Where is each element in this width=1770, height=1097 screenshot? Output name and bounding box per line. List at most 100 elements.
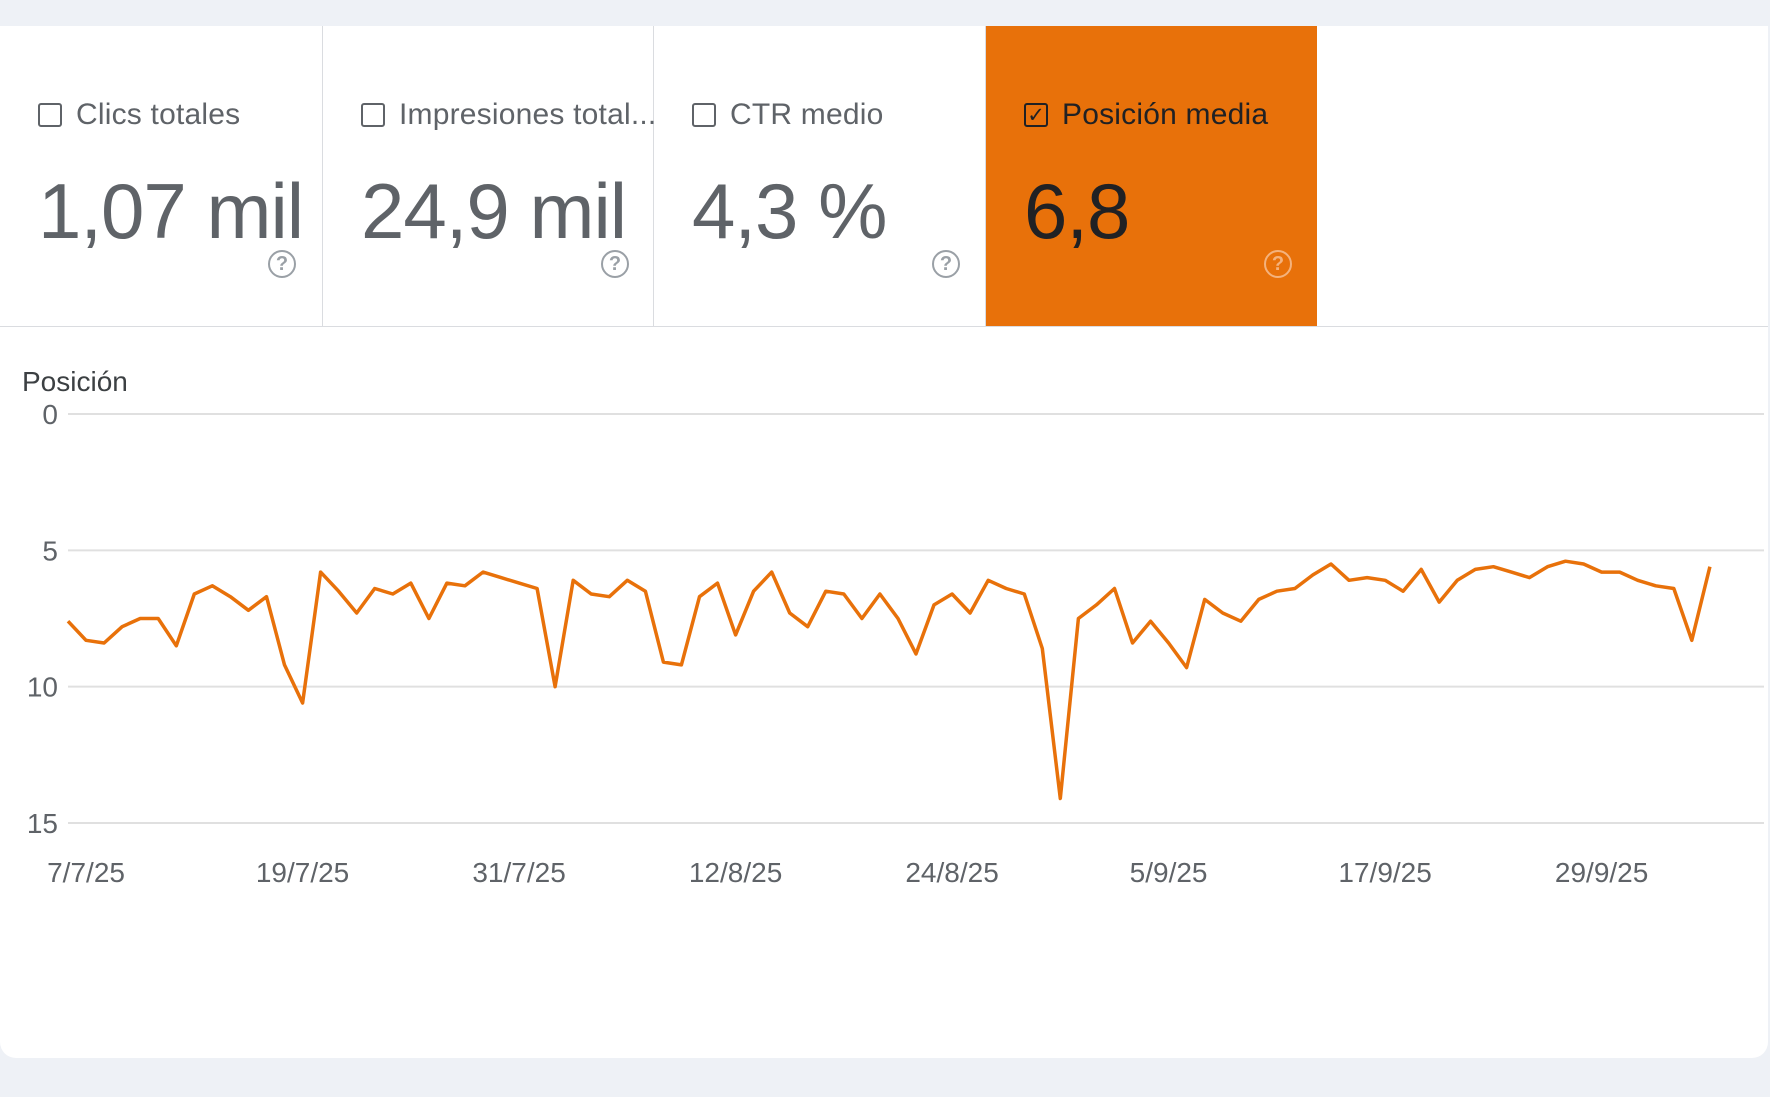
data-point[interactable] bbox=[227, 594, 233, 600]
data-point[interactable] bbox=[119, 624, 125, 630]
data-point[interactable] bbox=[931, 602, 937, 608]
data-point[interactable] bbox=[751, 588, 757, 594]
data-point[interactable] bbox=[354, 610, 360, 616]
data-point[interactable] bbox=[1003, 586, 1009, 592]
data-point[interactable] bbox=[1581, 561, 1587, 567]
data-point[interactable] bbox=[1454, 577, 1460, 583]
metric-ctr[interactable]: CTR medio 4,3 % ? bbox=[654, 26, 986, 326]
data-point[interactable] bbox=[1671, 586, 1677, 592]
data-point[interactable] bbox=[1021, 591, 1027, 597]
data-point[interactable] bbox=[1364, 575, 1370, 581]
data-point[interactable] bbox=[1039, 645, 1045, 651]
checkbox-ctr[interactable] bbox=[692, 103, 716, 127]
data-point[interactable] bbox=[191, 591, 197, 597]
data-point[interactable] bbox=[1689, 637, 1695, 643]
data-point[interactable] bbox=[1526, 575, 1532, 581]
data-point[interactable] bbox=[1472, 566, 1478, 572]
data-point[interactable] bbox=[1256, 596, 1262, 602]
data-point[interactable] bbox=[787, 610, 793, 616]
data-point[interactable] bbox=[769, 569, 775, 575]
data-point[interactable] bbox=[1490, 564, 1496, 570]
data-point[interactable] bbox=[1346, 577, 1352, 583]
help-icon[interactable]: ? bbox=[601, 250, 629, 278]
help-icon[interactable]: ? bbox=[932, 250, 960, 278]
data-point[interactable] bbox=[1220, 610, 1226, 616]
data-point[interactable] bbox=[516, 580, 522, 586]
data-point[interactable] bbox=[877, 591, 883, 597]
data-point[interactable] bbox=[318, 569, 324, 575]
data-point[interactable] bbox=[1130, 640, 1136, 646]
metric-impressions[interactable]: Impresiones total... 24,9 mil ? bbox=[323, 26, 656, 326]
data-point[interactable] bbox=[1310, 572, 1316, 578]
data-point[interactable] bbox=[480, 569, 486, 575]
data-point[interactable] bbox=[805, 624, 811, 630]
metric-position[interactable]: ✓ Posición media 6,8 ? bbox=[986, 26, 1317, 326]
data-point[interactable] bbox=[1436, 599, 1442, 605]
data-point[interactable] bbox=[263, 594, 269, 600]
data-point[interactable] bbox=[1093, 602, 1099, 608]
data-point[interactable] bbox=[1418, 566, 1424, 572]
data-point[interactable] bbox=[1653, 583, 1659, 589]
data-point[interactable] bbox=[1508, 569, 1514, 575]
data-point[interactable] bbox=[462, 583, 468, 589]
data-point[interactable] bbox=[1184, 665, 1190, 671]
data-point[interactable] bbox=[534, 586, 540, 592]
data-point[interactable] bbox=[1292, 586, 1298, 592]
data-point[interactable] bbox=[444, 580, 450, 586]
data-point[interactable] bbox=[498, 575, 504, 581]
data-point[interactable] bbox=[336, 588, 342, 594]
data-point[interactable] bbox=[282, 662, 288, 668]
checkbox-position[interactable]: ✓ bbox=[1024, 103, 1048, 127]
data-point[interactable] bbox=[823, 588, 829, 594]
help-icon[interactable]: ? bbox=[268, 250, 296, 278]
data-point[interactable] bbox=[913, 651, 919, 657]
data-point[interactable] bbox=[65, 618, 71, 624]
data-point[interactable] bbox=[1202, 596, 1208, 602]
data-point[interactable] bbox=[715, 580, 721, 586]
data-point[interactable] bbox=[1328, 561, 1334, 567]
data-point[interactable] bbox=[1382, 577, 1388, 583]
data-point[interactable] bbox=[678, 662, 684, 668]
help-icon[interactable]: ? bbox=[1264, 250, 1292, 278]
data-point[interactable] bbox=[570, 577, 576, 583]
data-point[interactable] bbox=[372, 586, 378, 592]
checkbox-impressions[interactable] bbox=[361, 103, 385, 127]
data-point[interactable] bbox=[1707, 564, 1713, 570]
data-point[interactable] bbox=[1238, 618, 1244, 624]
data-point[interactable] bbox=[173, 643, 179, 649]
data-point[interactable] bbox=[1111, 586, 1117, 592]
data-point[interactable] bbox=[1148, 618, 1154, 624]
data-point[interactable] bbox=[245, 607, 251, 613]
data-point[interactable] bbox=[552, 684, 558, 690]
data-point[interactable] bbox=[1400, 588, 1406, 594]
data-point[interactable] bbox=[1166, 640, 1172, 646]
data-point[interactable] bbox=[841, 591, 847, 597]
data-point[interactable] bbox=[606, 594, 612, 600]
data-point[interactable] bbox=[949, 591, 955, 597]
data-point[interactable] bbox=[1057, 795, 1063, 801]
metric-clicks[interactable]: Clics totales 1,07 mil ? bbox=[0, 26, 323, 326]
data-point[interactable] bbox=[83, 637, 89, 643]
data-point[interactable] bbox=[642, 588, 648, 594]
data-point[interactable] bbox=[1075, 616, 1081, 622]
data-point[interactable] bbox=[1635, 577, 1641, 583]
data-point[interactable] bbox=[1563, 558, 1569, 564]
series-line-position[interactable] bbox=[66, 559, 1712, 801]
data-point[interactable] bbox=[624, 577, 630, 583]
data-point[interactable] bbox=[859, 616, 865, 622]
data-point[interactable] bbox=[209, 583, 215, 589]
data-point[interactable] bbox=[101, 640, 107, 646]
data-point[interactable] bbox=[390, 591, 396, 597]
data-point[interactable] bbox=[660, 659, 666, 665]
data-point[interactable] bbox=[155, 616, 161, 622]
data-point[interactable] bbox=[733, 632, 739, 638]
data-point[interactable] bbox=[426, 616, 432, 622]
data-point[interactable] bbox=[985, 577, 991, 583]
data-point[interactable] bbox=[1617, 569, 1623, 575]
data-point[interactable] bbox=[1274, 588, 1280, 594]
data-point[interactable] bbox=[895, 616, 901, 622]
data-point[interactable] bbox=[300, 700, 306, 706]
data-point[interactable] bbox=[588, 591, 594, 597]
data-point[interactable] bbox=[408, 580, 414, 586]
data-point[interactable] bbox=[137, 616, 143, 622]
